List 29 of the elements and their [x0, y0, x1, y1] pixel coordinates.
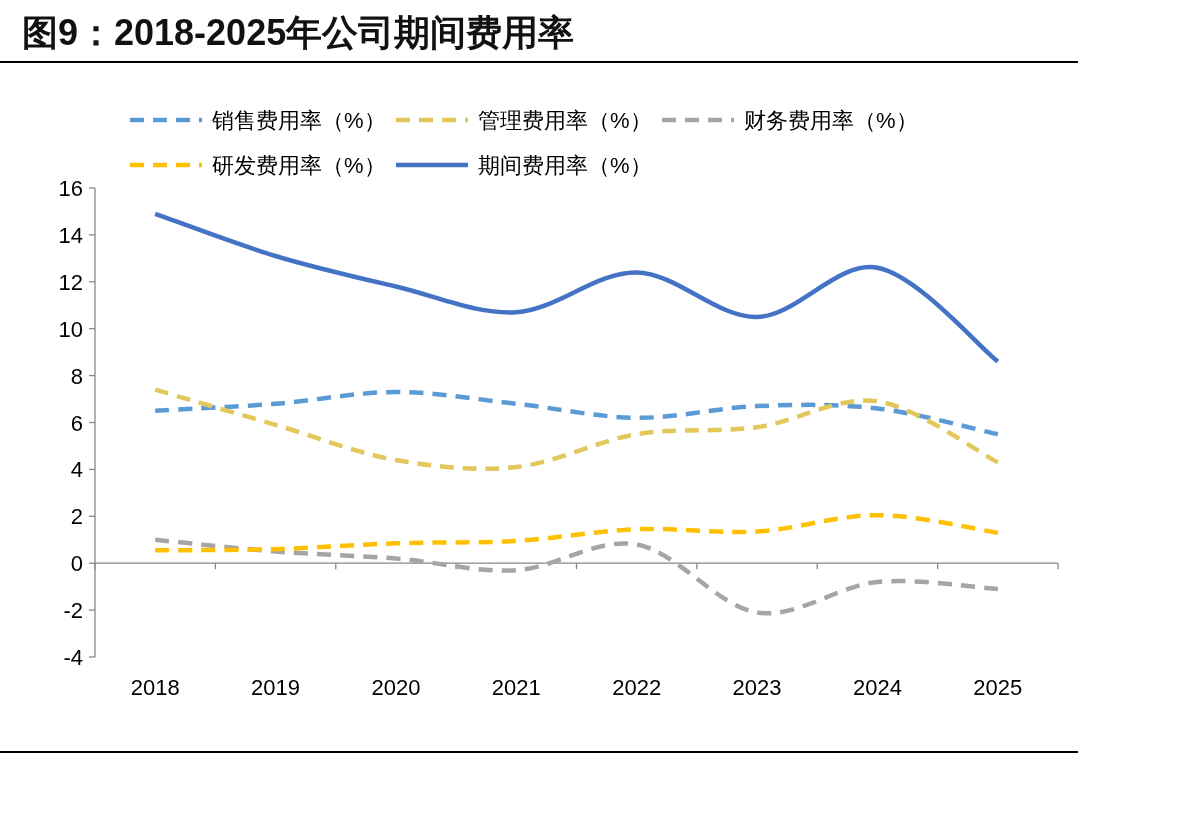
y-tick-label: 2 [70, 504, 83, 530]
legend-label: 销售费用率（%） [211, 108, 386, 133]
y-tick-label: 12 [58, 269, 83, 295]
x-tick-label: 2024 [852, 675, 902, 700]
y-tick-label: 10 [58, 316, 83, 342]
line-series [152, 512, 1001, 553]
x-tick-label: 2025 [973, 675, 1023, 700]
y-tick-label: 0 [70, 551, 83, 577]
legend-label: 期间费用率（%） [478, 153, 652, 178]
line-series [152, 537, 1001, 616]
x-tick-label: 2019 [251, 675, 301, 700]
y-tick-label: 6 [70, 410, 83, 436]
legend-label: 财务费用率（%） [744, 108, 918, 133]
y-tick-label: -4 [63, 645, 83, 670]
y-tick-label: -2 [63, 598, 83, 624]
y-tick-label: 8 [70, 363, 83, 389]
x-tick-label: 2021 [491, 675, 541, 700]
x-tick-label: 2023 [732, 675, 782, 700]
line-series [152, 211, 1001, 364]
y-tick-label: 4 [70, 457, 83, 483]
x-tick-label: 2020 [371, 675, 421, 700]
line-series [152, 389, 1001, 437]
legend-label: 研发费用率（%） [212, 153, 386, 178]
x-tick-label: 2018 [130, 675, 180, 700]
chart-title: 图9：2018-2025年公司期间费用率 [22, 12, 575, 53]
legend-label: 管理费用率（%） [478, 108, 652, 133]
x-tick-label: 2022 [612, 675, 662, 700]
y-tick-label: 14 [58, 222, 83, 248]
y-tick-label: 16 [58, 176, 83, 201]
